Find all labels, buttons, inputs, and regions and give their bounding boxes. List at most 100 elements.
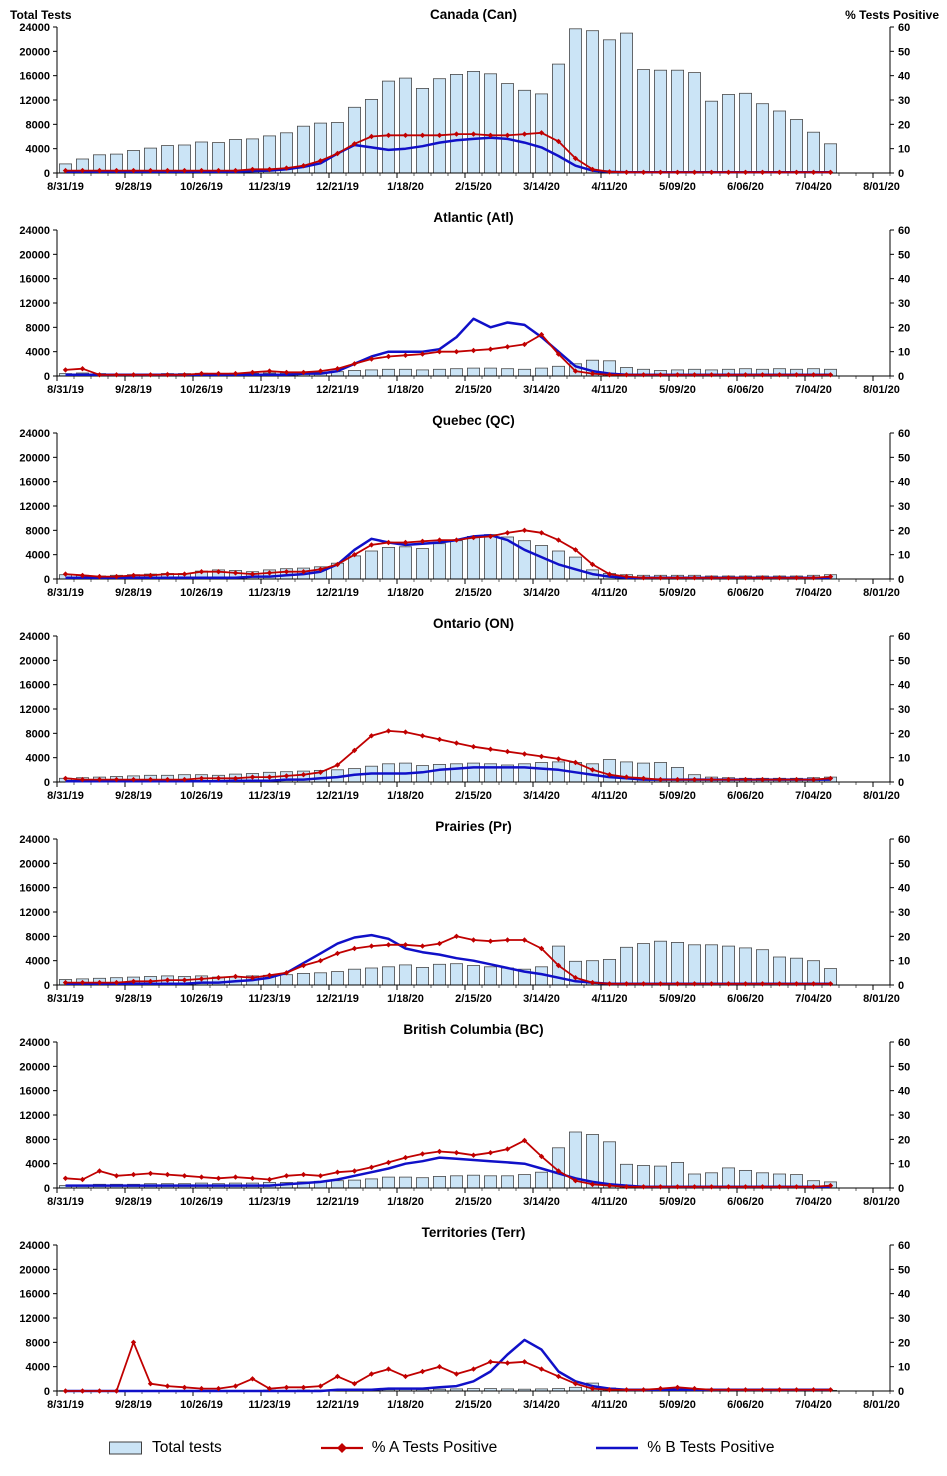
svg-text:30: 30: [898, 298, 910, 310]
right-axis-ticks: 0 10 20 30 40 50 60: [890, 834, 910, 992]
svg-text:6/06/20: 6/06/20: [727, 790, 764, 802]
svg-text:50: 50: [898, 655, 910, 667]
svg-text:30: 30: [898, 1110, 910, 1122]
svg-text:8000: 8000: [26, 525, 50, 537]
right-axis-ticks: 0 10 20 30 40 50 60: [890, 1240, 910, 1398]
svg-text:50: 50: [898, 249, 910, 261]
svg-text:8/01/20: 8/01/20: [863, 993, 900, 1005]
svg-text:7/04/20: 7/04/20: [795, 1196, 832, 1208]
svg-text:16000: 16000: [19, 1289, 50, 1301]
svg-text:12/21/19: 12/21/19: [316, 1196, 359, 1208]
svg-text:10: 10: [898, 144, 910, 156]
svg-text:4/11/20: 4/11/20: [591, 384, 627, 396]
svg-text:1/18/20: 1/18/20: [387, 1399, 424, 1411]
svg-text:4/11/20: 4/11/20: [591, 181, 627, 193]
svg-text:1/18/20: 1/18/20: [387, 181, 424, 193]
svg-text:40: 40: [898, 883, 910, 895]
svg-text:4000: 4000: [26, 550, 50, 562]
svg-text:16000: 16000: [19, 883, 50, 895]
right-axis-ticks: 0 10 20 30 40 50 60: [890, 225, 910, 383]
svg-text:50: 50: [898, 858, 910, 870]
chart-panel-canada: Canada (Can)Total Tests% Tests Positive0…: [10, 7, 939, 193]
svg-text:1/18/20: 1/18/20: [387, 1196, 424, 1208]
svg-text:8000: 8000: [26, 322, 50, 334]
svg-text:8/31/19: 8/31/19: [47, 790, 84, 802]
svg-text:0: 0: [44, 980, 50, 992]
svg-text:40: 40: [898, 1289, 910, 1301]
svg-text:40: 40: [898, 274, 910, 286]
right-axis-ticks: 0 10 20 30 40 50 60: [890, 1037, 910, 1195]
svg-text:10/26/19: 10/26/19: [180, 993, 223, 1005]
x-axis-ticks: [56, 579, 891, 584]
svg-text:4/11/20: 4/11/20: [591, 1399, 627, 1411]
svg-text:20: 20: [898, 1134, 910, 1146]
svg-text:11/23/19: 11/23/19: [248, 384, 290, 396]
svg-text:5/09/20: 5/09/20: [659, 181, 696, 193]
svg-text:24000: 24000: [19, 1240, 50, 1252]
total-tests-bars: [59, 1131, 838, 1189]
x-axis-ticks: [56, 782, 891, 787]
pct-a-markers: [62, 527, 834, 581]
svg-text:8/01/20: 8/01/20: [863, 1196, 900, 1208]
svg-text:20: 20: [898, 931, 910, 943]
svg-text:10/26/19: 10/26/19: [180, 384, 223, 396]
svg-text:0: 0: [898, 168, 904, 180]
x-axis-labels: 8/31/19 9/28/19 10/26/19 11/23/19 12/21/19 1/…: [47, 587, 900, 599]
svg-text:6/06/20: 6/06/20: [727, 587, 764, 599]
svg-text:4000: 4000: [26, 1362, 50, 1374]
svg-text:11/23/19: 11/23/19: [248, 1196, 290, 1208]
svg-text:0: 0: [44, 1386, 50, 1398]
svg-text:6/06/20: 6/06/20: [727, 993, 764, 1005]
svg-text:20: 20: [898, 525, 910, 537]
svg-text:12/21/19: 12/21/19: [316, 993, 359, 1005]
legend-label-pct-b: % B Tests Positive: [647, 1439, 775, 1456]
svg-text:11/23/19: 11/23/19: [248, 181, 290, 193]
chart-title: Canada (Can): [430, 7, 517, 22]
svg-text:30: 30: [898, 1313, 910, 1325]
svg-text:60: 60: [898, 428, 910, 440]
svg-text:12000: 12000: [19, 95, 50, 107]
svg-text:8/31/19: 8/31/19: [47, 1196, 84, 1208]
svg-text:9/28/19: 9/28/19: [115, 1399, 152, 1411]
svg-text:30: 30: [898, 907, 910, 919]
svg-text:10: 10: [898, 550, 910, 562]
left-axis-ticks: 0 4000 8000 12000 16000 20000 24000: [19, 1037, 57, 1195]
svg-text:10: 10: [898, 753, 910, 765]
svg-text:3/14/20: 3/14/20: [523, 1196, 560, 1208]
svg-text:0: 0: [44, 574, 50, 586]
svg-text:5/09/20: 5/09/20: [659, 1399, 696, 1411]
svg-text:8/31/19: 8/31/19: [47, 587, 84, 599]
x-axis-labels: 8/31/19 9/28/19 10/26/19 11/23/19 12/21/19 1/…: [47, 1399, 900, 1411]
svg-text:60: 60: [898, 834, 910, 846]
svg-text:8000: 8000: [26, 1134, 50, 1146]
svg-text:20000: 20000: [19, 1264, 50, 1276]
svg-text:10/26/19: 10/26/19: [180, 1196, 223, 1208]
svg-text:12/21/19: 12/21/19: [316, 181, 359, 193]
svg-text:9/28/19: 9/28/19: [115, 790, 152, 802]
svg-text:40: 40: [898, 680, 910, 692]
right-axis-ticks: 0 10 20 30 40 50 60: [890, 22, 910, 180]
svg-text:6/06/20: 6/06/20: [727, 384, 764, 396]
right-axis-ticks: 0 10 20 30 40 50 60: [890, 631, 910, 789]
svg-text:16000: 16000: [19, 1086, 50, 1098]
axis-frame: [56, 230, 891, 377]
svg-text:60: 60: [898, 1037, 910, 1049]
charts: Canada (Can) Total Tests% Tests Positive 0…: [0, 3, 947, 1422]
svg-text:9/28/19: 9/28/19: [115, 587, 152, 599]
pct-a-line: [65, 1341, 831, 1392]
svg-text:20000: 20000: [19, 858, 50, 870]
svg-text:9/28/19: 9/28/19: [115, 384, 152, 396]
left-axis-ticks: 0 4000 8000 12000 16000 20000 24000: [19, 428, 57, 586]
svg-text:8000: 8000: [26, 931, 50, 943]
svg-text:20000: 20000: [19, 46, 50, 58]
svg-text:10/26/19: 10/26/19: [180, 181, 223, 193]
svg-text:12/21/19: 12/21/19: [316, 790, 359, 802]
svg-text:4/11/20: 4/11/20: [591, 1196, 627, 1208]
svg-text:9/28/19: 9/28/19: [115, 1196, 152, 1208]
svg-text:60: 60: [898, 1240, 910, 1252]
pct-b-line: [65, 317, 831, 377]
pct-a-line: [65, 529, 831, 579]
svg-text:0: 0: [898, 777, 904, 789]
svg-text:20: 20: [898, 728, 910, 740]
svg-text:0: 0: [898, 1183, 904, 1195]
